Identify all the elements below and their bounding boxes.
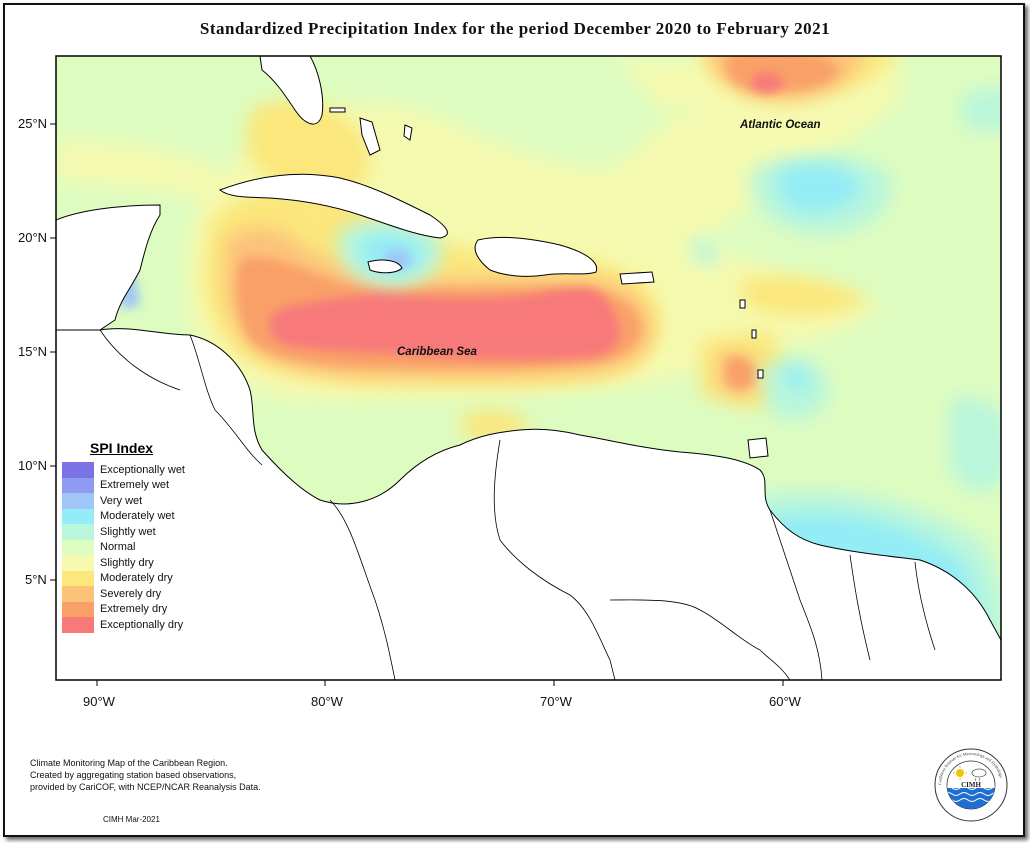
bahamas-andros	[359, 117, 381, 156]
legend-item: Moderately dry	[62, 570, 212, 586]
spi-legend: SPI Index Exceptionally wet Extremely wet…	[62, 440, 212, 633]
martinique	[751, 329, 757, 339]
legend-label: Extremely wet	[100, 479, 170, 492]
legend-swatch	[62, 586, 94, 602]
guadeloupe	[739, 299, 746, 309]
borders	[99, 329, 936, 680]
legend-label: Exceptionally wet	[100, 463, 185, 476]
jamaica	[367, 259, 403, 274]
lon-label-80w: 80°W	[311, 694, 343, 709]
legend-swatch	[62, 570, 94, 586]
legend-item: Extremely wet	[62, 477, 212, 493]
legend-swatch	[62, 617, 94, 633]
lat-label-25n: 25°N	[18, 116, 48, 131]
logo-text: CIMH	[961, 781, 981, 789]
lon-label-60w: 60°W	[769, 694, 801, 709]
legend-item: Extremely dry	[62, 601, 212, 617]
lon-label-70w: 70°W	[540, 694, 572, 709]
legend-swatch	[62, 462, 94, 478]
atlantic-ocean-label: Atlantic Ocean	[740, 119, 821, 131]
legend-swatch	[62, 539, 94, 555]
legend-label: Severely dry	[100, 587, 162, 600]
florida	[259, 56, 324, 125]
footnote-line-1: Climate Monitoring Map of the Caribbean …	[30, 758, 228, 768]
footnote: Climate Monitoring Map of the Caribbean …	[30, 757, 261, 793]
lat-label-5n: 5°N	[25, 572, 47, 587]
legend-label: Slightly dry	[100, 556, 154, 569]
legend-swatch	[62, 508, 94, 524]
spi-field	[56, 56, 1001, 680]
legend-swatch	[62, 477, 94, 493]
cloud-icon	[971, 768, 987, 782]
lat-label-10n: 10°N	[18, 458, 48, 473]
land	[56, 56, 1001, 680]
cuba	[218, 173, 448, 239]
legend-swatch	[62, 601, 94, 617]
bahamas-grand	[329, 107, 346, 113]
hispaniola	[474, 237, 598, 277]
mexico	[56, 204, 161, 331]
trinidad	[747, 437, 769, 459]
legend-label: Normal	[100, 541, 136, 554]
lat-label-15n: 15°N	[18, 344, 48, 359]
caribbean-sea-label: Caribbean Sea	[397, 346, 477, 358]
legend-label: Very wet	[100, 494, 143, 507]
lat-label-20n: 20°N	[18, 230, 48, 245]
lon-label-90w: 90°W	[83, 694, 115, 709]
legend-item: Moderately wet	[62, 508, 212, 524]
dry-zone-exceptional	[269, 73, 784, 360]
legend-rows: Exceptionally wet Extremely wet Very wet Mo…	[62, 462, 212, 633]
legend-label: Exceptionally dry	[100, 618, 184, 631]
credit: CIMH Mar-2021	[103, 815, 160, 824]
waves-icon	[947, 786, 995, 809]
legend-swatch	[62, 555, 94, 571]
legend-swatch	[62, 493, 94, 509]
footnote-line-2: Created by aggregating station based obs…	[30, 770, 237, 780]
plot-border	[55, 55, 1002, 681]
axis-ticks	[50, 123, 784, 686]
footnote-line-3: provided by CariCOF, with NCEP/NCAR Rean…	[30, 782, 261, 792]
legend-item: Exceptionally wet	[62, 462, 212, 478]
legend-item: Severely dry	[62, 586, 212, 602]
legend-item: Slightly wet	[62, 524, 212, 540]
legend-swatch	[62, 524, 94, 540]
legend-item: Slightly dry	[62, 555, 212, 571]
barbados	[757, 369, 764, 379]
cimh-logo: Caribbean Institute for Meteorology and …	[934, 748, 1008, 822]
puerto-rico	[619, 271, 655, 285]
sun-icon	[953, 766, 967, 780]
legend-label: Moderately wet	[100, 510, 175, 523]
bahamas-eleuthera	[403, 124, 413, 141]
legend-item: Normal	[62, 539, 212, 555]
legend-label: Slightly wet	[100, 525, 156, 538]
central-south-america	[56, 328, 1001, 680]
legend-item: Exceptionally dry	[62, 617, 212, 633]
legend-label: Moderately dry	[100, 572, 173, 585]
map-title: Standardized Precipitation Index for the…	[199, 19, 831, 38]
legend-label: Extremely dry	[100, 603, 168, 616]
legend-title: SPI Index	[90, 440, 154, 456]
legend-item: Very wet	[62, 493, 212, 509]
